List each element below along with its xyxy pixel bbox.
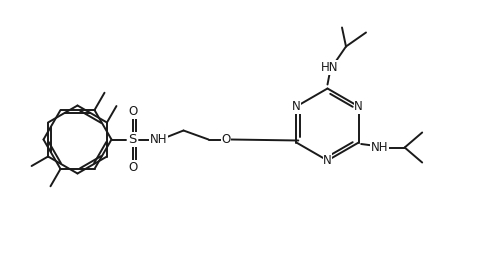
Text: NH: NH (371, 141, 388, 154)
Text: N: N (354, 100, 363, 113)
Text: S: S (128, 133, 137, 146)
Polygon shape (48, 105, 107, 174)
Text: O: O (128, 105, 137, 118)
Text: O: O (128, 161, 137, 174)
Text: HN: HN (321, 61, 339, 74)
Text: O: O (221, 133, 231, 146)
Text: NH: NH (150, 133, 167, 146)
Text: N: N (292, 100, 301, 113)
Text: N: N (323, 154, 332, 167)
